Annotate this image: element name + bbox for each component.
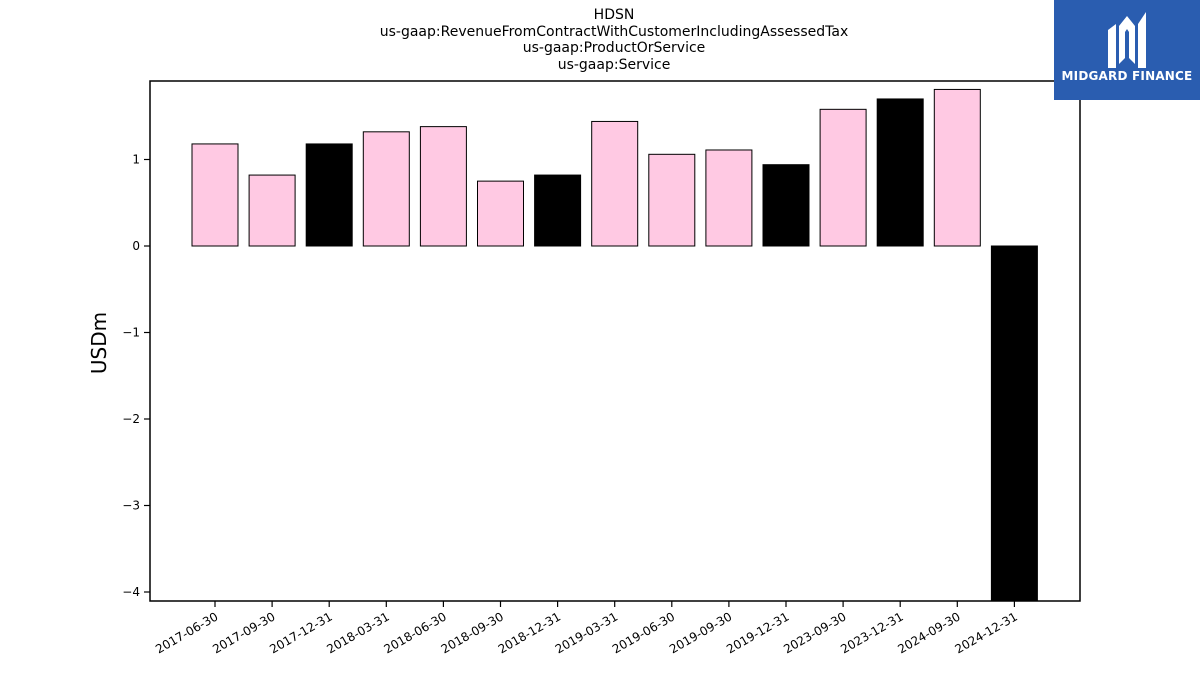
x-tick-label: 2023-12-31	[838, 609, 905, 656]
x-tick-label: 2019-06-30	[610, 609, 677, 656]
bar-2017-12-31	[305, 143, 353, 247]
bar-2024-09-30	[933, 88, 981, 247]
x-tick-label: 2019-09-30	[667, 609, 734, 656]
x-tick-label: 2024-12-31	[952, 609, 1019, 656]
x-tick-label: 2018-09-30	[439, 609, 506, 656]
y-tick-label: 1	[132, 153, 140, 167]
x-tick-label: 2017-12-31	[267, 609, 334, 656]
chart-title-ticker: HDSN	[593, 7, 635, 23]
x-tick-label: 2019-03-31	[553, 609, 620, 656]
bar-2018-09-30	[477, 180, 524, 247]
brand-logo-text: MIDGARD FINANCE	[1061, 69, 1193, 83]
x-tick-label: 2018-03-31	[324, 609, 391, 656]
chart-title-concept: us-gaap:RevenueFromContractWithCustomerI…	[379, 24, 849, 40]
x-tick-label: 2018-12-31	[496, 609, 563, 656]
bar-2017-06-30	[191, 143, 239, 247]
y-tick-label: −2	[122, 412, 140, 426]
bar-2017-09-30	[248, 174, 296, 247]
bar-2019-12-31	[762, 164, 810, 247]
chart-title-member: us-gaap:Service	[557, 57, 671, 73]
bar-2018-03-31	[362, 131, 410, 247]
x-tick-label: 2018-06-30	[381, 609, 448, 656]
bar-2018-12-31	[534, 174, 582, 247]
brand-logo: MIDGARD FINANCE	[1054, 0, 1200, 100]
midgard-m-mark-icon	[1108, 12, 1146, 68]
chart-title-axis: us-gaap:ProductOrService	[522, 40, 706, 56]
bar-2018-06-30	[419, 126, 467, 247]
y-tick-label: −4	[122, 585, 140, 599]
y-tick-label: 0	[132, 239, 140, 253]
x-tick-label: 2019-12-31	[724, 609, 791, 656]
bar-2023-09-30	[819, 108, 867, 247]
bar-2024-12-31	[990, 245, 1038, 602]
y-tick-label: −3	[122, 499, 140, 513]
x-tick-label: 2023-09-30	[781, 609, 848, 656]
x-tick-label: 2024-09-30	[895, 609, 962, 656]
bar-2019-03-31	[591, 120, 639, 247]
x-tick-label: 2017-09-30	[210, 609, 277, 656]
y-axis-label: USDm	[87, 312, 111, 374]
bar-2019-09-30	[705, 149, 753, 247]
bar-2023-12-31	[876, 98, 924, 247]
bar-2019-06-30	[648, 153, 696, 247]
y-tick-label: −1	[122, 326, 140, 340]
x-tick-label: 2017-06-30	[153, 609, 220, 656]
